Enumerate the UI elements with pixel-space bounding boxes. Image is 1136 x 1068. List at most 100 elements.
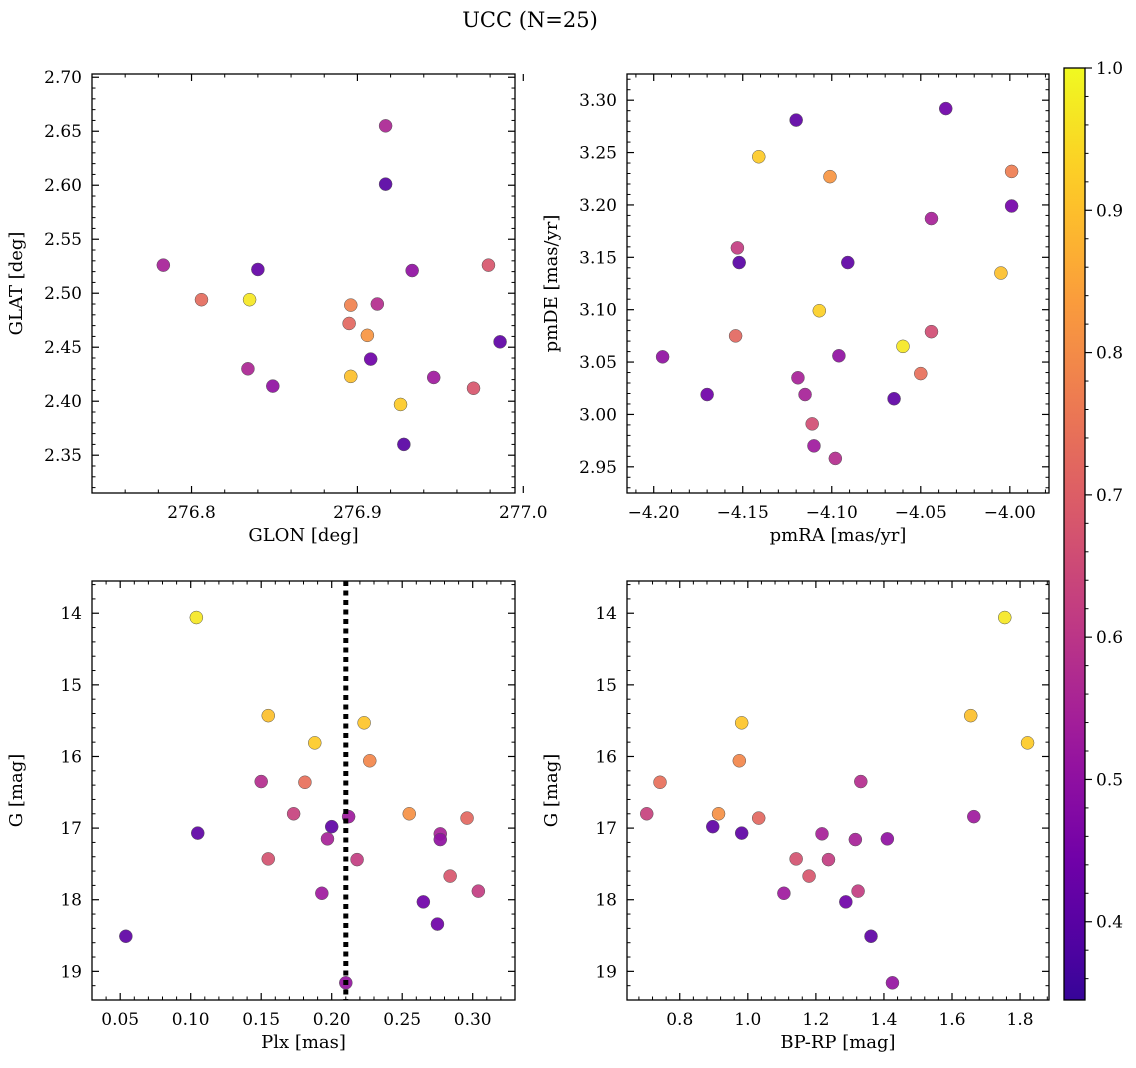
y-tick-label: 14: [595, 604, 617, 624]
data-point: [350, 852, 364, 867]
y-tick-label: 18: [60, 891, 82, 911]
data-point: [885, 976, 900, 990]
data-point: [700, 387, 714, 402]
data-point: [880, 832, 895, 846]
data-point: [363, 352, 378, 366]
data-point: [191, 826, 205, 840]
data-point: [324, 819, 339, 834]
data-point: [344, 298, 358, 312]
data-point: [298, 775, 312, 790]
y-tick-label: 19: [60, 962, 82, 982]
data-point: [751, 811, 766, 825]
x-tick-label: −4.05: [895, 503, 947, 523]
data-point: [938, 101, 953, 116]
data-point: [887, 391, 901, 406]
y-tick-label: 2.35: [44, 446, 82, 466]
data-point: [963, 708, 978, 723]
colorbar-tick-label: 0.5: [1096, 770, 1123, 790]
x-tick-label: −4.00: [984, 503, 1036, 523]
data-point: [730, 241, 745, 255]
x-tick-label: −4.15: [717, 503, 769, 523]
data-point: [357, 716, 371, 730]
points-group: [655, 101, 1019, 466]
y-tick-label: 2.45: [44, 338, 82, 358]
y-axis-label: G [mag]: [541, 754, 562, 827]
x-axis-label: GLON [deg]: [248, 525, 358, 546]
x-tick-label: −4.10: [806, 503, 858, 523]
data-point: [254, 774, 268, 789]
data-point: [528, 179, 541, 192]
data-point: [967, 809, 981, 824]
data-point: [802, 869, 816, 883]
data-point: [777, 886, 791, 901]
data-point: [315, 886, 329, 901]
data-point: [460, 811, 474, 825]
data-point: [812, 303, 827, 318]
x-axis-label: BP-RP [mag]: [780, 1032, 895, 1053]
data-point: [189, 610, 204, 625]
data-point: [832, 349, 846, 363]
y-axis-label: G [mag]: [6, 754, 27, 827]
y-tick-label: 2.60: [44, 176, 82, 196]
data-point: [261, 852, 275, 866]
data-point: [752, 150, 766, 164]
points-group: [156, 116, 541, 452]
y-tick-label: 3.10: [579, 301, 617, 321]
y-tick-label: 15: [60, 676, 82, 696]
y-tick-label: 14: [60, 604, 82, 624]
x-tick-label: −4.20: [628, 503, 680, 523]
data-point: [728, 329, 743, 343]
data-point: [864, 929, 878, 944]
y-tick-label: 17: [595, 819, 617, 839]
data-point: [732, 754, 747, 768]
colorbar-tick-label: 0.8: [1096, 344, 1123, 364]
data-point: [342, 316, 356, 331]
data-point: [194, 292, 209, 307]
x-axis-label: pmRA [mas/yr]: [770, 525, 907, 546]
data-point: [828, 451, 843, 466]
data-point: [308, 736, 322, 750]
y-tick-label: 2.95: [579, 458, 617, 478]
data-point: [493, 335, 507, 349]
y-tick-label: 2.40: [44, 392, 82, 412]
data-point: [518, 116, 531, 129]
data-point: [805, 417, 819, 431]
x-tick-label: 0.30: [454, 1010, 492, 1030]
data-point: [466, 381, 481, 395]
data-point: [734, 826, 749, 840]
x-tick-label: 0.15: [242, 1010, 280, 1030]
data-point: [732, 255, 746, 270]
data-point: [430, 917, 445, 931]
data-point: [402, 807, 416, 821]
data-point: [823, 169, 837, 184]
x-tick-label: 0.10: [172, 1010, 210, 1030]
data-point: [851, 884, 865, 898]
data-point: [471, 884, 486, 898]
data-point: [789, 852, 803, 866]
x-tick-label: 276.9: [333, 503, 382, 523]
y-tick-label: 2.65: [44, 122, 82, 142]
y-tick-label: 3.20: [579, 196, 617, 216]
data-point: [378, 177, 393, 191]
data-point: [261, 708, 275, 723]
y-tick-label: 3.00: [579, 405, 617, 425]
y-axis-label: pmDE [mas/yr]: [541, 215, 562, 353]
data-point: [655, 350, 670, 364]
panel-bottom-left: 0.05 0.10 0.15 0.20 0.25 0.30 14 15 16 17 18 19 Plx …: [6, 580, 516, 1053]
data-point: [156, 258, 171, 272]
data-point: [798, 387, 812, 402]
data-point: [360, 328, 375, 343]
y-tick-label: 18: [595, 891, 617, 911]
y-tick-label: 2.70: [44, 68, 82, 88]
data-point: [653, 775, 667, 790]
data-point: [119, 929, 133, 944]
panel-top-left: 276.8 276.9 277.0 2.35 2.40 2.45 2.50 2.55 2.60 2…: [6, 68, 548, 546]
data-point: [706, 819, 720, 834]
x-tick-label: 0.05: [101, 1010, 139, 1030]
x-axis-label: Plx [mas]: [261, 1032, 346, 1053]
y-axis-label: GLAT [deg]: [6, 232, 27, 336]
y-tick-label: 3.15: [579, 248, 617, 268]
data-point: [320, 832, 335, 846]
data-point: [393, 397, 408, 412]
